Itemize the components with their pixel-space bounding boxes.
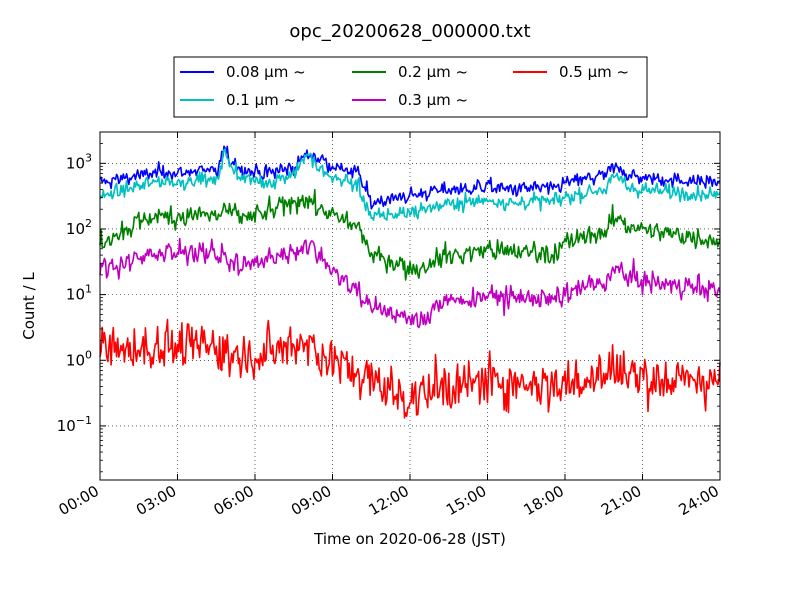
legend-entry-label: 0.1 μm ~ [226,91,296,109]
x-tick-label: 09:00 [288,482,334,519]
y-axis: 10−1 100 101 102 103 [57,131,720,473]
x-tick-label: 18:00 [521,482,567,519]
series-line [99,318,721,419]
x-tick-label: 15:00 [443,482,489,519]
series-line [99,148,721,221]
legend-box [173,56,648,118]
y-axis-label: Count / L [20,272,38,340]
series-layer [99,145,721,419]
legend: 0.08 μm ~ 0.1 μm ~ 0.2 μm ~ 0.3 μm ~ 0.5 μm … [173,56,648,118]
y-tick-label: 102 [66,217,92,238]
x-tick-label: 00:00 [56,482,102,519]
y-tick-label: 10−1 [57,414,92,435]
legend-entry-label: 0.2 μm ~ [398,63,468,81]
y-tick-label: 103 [66,151,92,172]
x-axis-label: Time on 2020-06-28 (JST) [313,530,506,548]
x-tick-label: 24:00 [676,482,722,519]
legend-entry-label: 0.3 μm ~ [398,91,468,109]
y-tick-label: 101 [66,283,92,304]
series-line [99,237,721,329]
series-line [99,145,721,210]
series-line [99,188,721,281]
y-tick-label: 100 [66,348,92,369]
x-tick-label: 21:00 [598,482,644,519]
legend-entry-label: 0.5 μm ~ [559,63,629,81]
legend-entry-label: 0.08 μm ~ [226,63,306,81]
chart-title: opc_20200628_000000.txt [289,21,530,42]
x-tick-label: 03:00 [133,482,179,519]
x-tick-label: 06:00 [211,482,257,519]
x-tick-label: 12:00 [366,482,412,519]
